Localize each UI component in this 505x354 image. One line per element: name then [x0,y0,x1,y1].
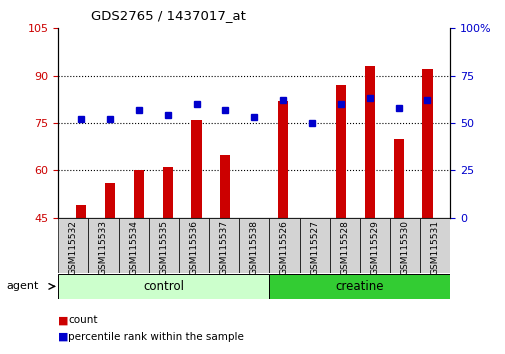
Text: GSM115526: GSM115526 [279,220,288,275]
Text: GSM115527: GSM115527 [310,220,319,275]
Text: ■: ■ [58,332,69,342]
Text: GSM115538: GSM115538 [249,220,258,275]
Text: GSM115528: GSM115528 [339,220,348,275]
Bar [209,218,239,273]
Bar [191,120,201,218]
Bar [118,218,148,273]
Bar [133,170,143,218]
Bar [148,218,178,273]
Bar [239,218,269,273]
Bar [269,218,299,273]
Bar [393,139,403,218]
Text: GSM115533: GSM115533 [99,220,108,275]
Bar [162,167,172,218]
Bar [422,69,432,218]
Bar [419,218,449,273]
Text: count: count [68,315,97,325]
Bar [58,274,269,299]
Text: creatine: creatine [335,280,383,293]
Bar [220,155,230,218]
Text: GDS2765 / 1437017_at: GDS2765 / 1437017_at [91,9,245,22]
Bar [178,218,209,273]
Bar [58,218,88,273]
Bar [299,218,329,273]
Text: GSM115531: GSM115531 [430,220,439,275]
Text: GSM115535: GSM115535 [159,220,168,275]
Text: GSM115534: GSM115534 [129,220,138,275]
Text: percentile rank within the sample: percentile rank within the sample [68,332,244,342]
Bar [329,218,359,273]
Bar [105,183,115,218]
Bar [278,101,288,218]
Bar [269,274,449,299]
Text: GSM115532: GSM115532 [69,220,78,275]
Text: GSM115529: GSM115529 [370,220,379,275]
Bar [364,66,374,218]
Bar [335,85,345,218]
Bar [88,218,118,273]
Text: GSM115530: GSM115530 [400,220,409,275]
Bar [389,218,419,273]
Text: control: control [143,280,184,293]
Bar [359,218,389,273]
Text: GSM115536: GSM115536 [189,220,198,275]
Text: ■: ■ [58,315,69,325]
Text: GSM115537: GSM115537 [219,220,228,275]
Text: agent: agent [6,281,38,291]
Bar [76,205,86,218]
